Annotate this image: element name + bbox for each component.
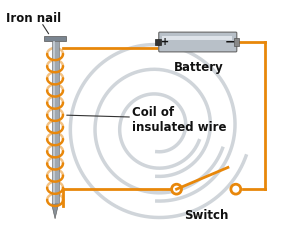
Text: Coil of
insulated wire: Coil of insulated wire [132,106,226,134]
Bar [52,41,55,204]
Bar [52,41,58,204]
Text: Switch: Switch [184,209,228,222]
Bar [44,36,66,41]
Bar [155,39,161,45]
Text: Battery: Battery [174,61,224,74]
Polygon shape [52,204,58,219]
Text: −: − [225,36,235,49]
Text: +: + [160,37,169,47]
Bar [162,36,232,40]
Circle shape [172,184,182,194]
Circle shape [231,184,241,194]
Text: Iron nail: Iron nail [6,12,61,25]
FancyBboxPatch shape [159,32,237,52]
Bar [234,38,239,46]
